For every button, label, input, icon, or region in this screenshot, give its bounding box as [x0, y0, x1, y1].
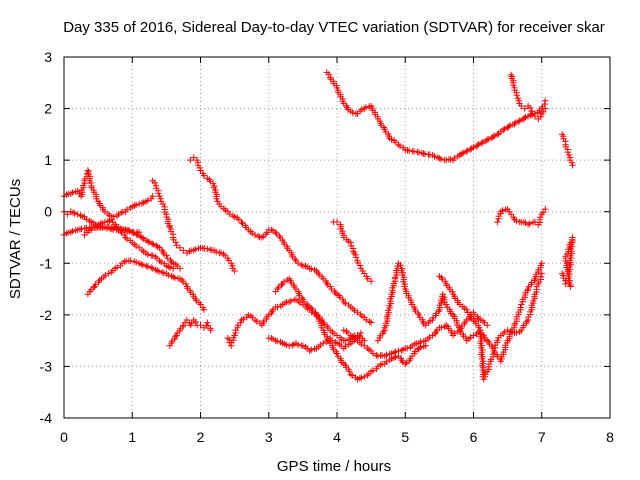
y-tick-label: 1 [44, 152, 52, 168]
y-axis-label: SDTVAR / TECUs [7, 179, 24, 299]
x-tick-label: 5 [401, 429, 409, 445]
series-track-q [494, 205, 549, 228]
data-point-markers [323, 69, 549, 164]
series-track-o [340, 309, 491, 360]
series-track-p [436, 270, 545, 383]
series-track-s [559, 131, 576, 169]
x-tick-label: 7 [538, 429, 546, 445]
series-track-n [374, 260, 545, 365]
series-track-j [265, 329, 365, 355]
y-tick-label: 3 [44, 49, 52, 65]
series-track-m [330, 218, 375, 285]
x-tick-label: 2 [197, 429, 205, 445]
y-tick-label: -2 [40, 307, 53, 323]
y-tick-label: -1 [40, 255, 53, 271]
y-tick-label: 0 [44, 204, 52, 220]
y-tick-label: -4 [40, 410, 53, 426]
data-point-markers [187, 154, 375, 326]
x-tick-label: 0 [60, 429, 68, 445]
data-point-markers [559, 234, 576, 290]
chart-title: Day 335 of 2016, Sidereal Day-to-day VTE… [63, 19, 605, 36]
data-point-markers [272, 275, 429, 383]
data-point-markers [149, 177, 238, 275]
x-tick-label: 1 [128, 429, 136, 445]
series-track-f [149, 177, 238, 275]
data-point-markers [166, 316, 214, 349]
y-tick-label: -3 [40, 358, 53, 374]
series-track-l [323, 69, 549, 164]
data-point-markers [340, 309, 491, 360]
series-track-i [224, 296, 368, 349]
series-track-h [187, 154, 375, 326]
series-track-r [507, 71, 549, 123]
data-point-markers [559, 131, 576, 169]
x-tick-label: 6 [470, 429, 478, 445]
x-tick-label: 8 [606, 429, 614, 445]
axis-ticks: 0 1 2 3 4 5 6 7 8 -4 -3 -2 -1 0 1 2 3 [40, 49, 615, 445]
data-point-markers [265, 329, 365, 355]
plot-frame [63, 56, 611, 419]
x-tick-label: 4 [333, 429, 341, 445]
x-axis-label: GPS time / hours [277, 458, 391, 475]
x-tick-label: 3 [265, 429, 273, 445]
series-track-t [559, 234, 576, 290]
data-point-markers [494, 205, 549, 228]
series-track-g [166, 316, 214, 349]
series-track-b [84, 257, 208, 313]
series-track-k [272, 275, 429, 383]
data-point-markers [330, 218, 375, 285]
data-point-markers [436, 270, 545, 383]
data-point-markers [224, 296, 368, 349]
y-tick-label: 2 [44, 101, 52, 117]
data-point-markers [507, 71, 549, 123]
data-point-markers [374, 260, 545, 365]
data-points [60, 69, 576, 383]
data-point-markers [84, 257, 208, 313]
